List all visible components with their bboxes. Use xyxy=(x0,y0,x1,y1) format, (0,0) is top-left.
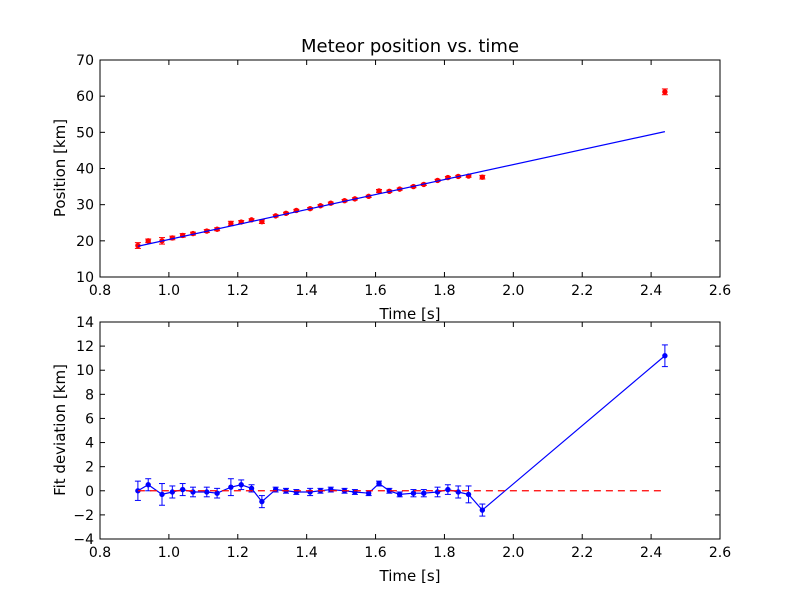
y-tick-label: 12 xyxy=(76,339,94,355)
data-point xyxy=(479,507,486,513)
data-point xyxy=(445,486,451,493)
y-tick-label: −4 xyxy=(73,532,94,548)
data-point xyxy=(376,188,382,194)
x-tick-label: 2.4 xyxy=(640,283,662,299)
deviation-plot-xlabel: Time [s] xyxy=(379,567,441,585)
y-tick-label: 2 xyxy=(85,460,94,476)
x-tick-label: 2.6 xyxy=(709,283,731,299)
y-tick-label: 60 xyxy=(76,89,94,105)
deviation-plot-ticks: 0.8 1.0 1.2 1.4 1.6 1.8 2.0 2.2 2.4 2.6 −4 −2 0 2 4 6 8 1… xyxy=(73,315,731,561)
y-tick-label: 20 xyxy=(76,234,94,250)
x-tick-label: 1.8 xyxy=(433,545,455,561)
data-point xyxy=(145,238,151,244)
data-point xyxy=(376,480,382,487)
data-point xyxy=(662,89,668,95)
data-point xyxy=(662,353,668,359)
x-tick-label: 2.0 xyxy=(502,545,524,561)
data-point xyxy=(479,174,486,180)
y-tick-label: 40 xyxy=(76,162,94,178)
y-tick-label: 70 xyxy=(76,53,94,69)
y-tick-label: 8 xyxy=(85,387,94,403)
y-tick-label: 10 xyxy=(76,363,94,379)
deviation-plot: 0.8 1.0 1.2 1.4 1.6 1.8 2.0 2.2 2.4 2.6 −4 −2 0 2 4 6 8 1… xyxy=(51,315,731,585)
y-tick-label: 10 xyxy=(76,270,94,286)
y-tick-label: 0 xyxy=(85,484,94,500)
data-point xyxy=(169,489,176,495)
data-point xyxy=(396,491,403,498)
x-tick-label: 1.6 xyxy=(364,545,386,561)
x-tick-label: 0.8 xyxy=(89,283,111,299)
x-tick-label: 2.6 xyxy=(709,545,731,561)
deviation-plot-frame xyxy=(99,321,721,540)
data-point xyxy=(145,482,151,488)
y-tick-label: 4 xyxy=(85,436,94,452)
data-point xyxy=(455,489,461,495)
data-point xyxy=(204,489,210,495)
position-plot-ylabel: Position [km] xyxy=(51,119,69,217)
y-tick-label: 14 xyxy=(76,315,94,331)
data-point xyxy=(238,482,244,488)
x-tick-label: 2.2 xyxy=(571,283,593,299)
data-point xyxy=(365,490,372,496)
x-tick-label: 1.2 xyxy=(227,283,249,299)
deviation-plot-ylabel: Fit deviation [km] xyxy=(51,364,69,496)
y-tick-label: 50 xyxy=(76,125,94,141)
y-tick-label: 6 xyxy=(85,411,94,427)
x-tick-label: 1.4 xyxy=(296,545,318,561)
x-tick-label: 1.2 xyxy=(227,545,249,561)
x-tick-label: 2.2 xyxy=(571,545,593,561)
y-tick-label: 30 xyxy=(76,198,94,214)
x-tick-label: 1.0 xyxy=(158,283,180,299)
data-point xyxy=(410,490,417,496)
x-tick-label: 1.4 xyxy=(296,283,318,299)
x-tick-label: 2.4 xyxy=(640,545,662,561)
deviation-plot-marks xyxy=(134,344,668,517)
data-point xyxy=(465,491,472,498)
data-point xyxy=(248,485,255,492)
position-plot-title: Meteor position vs. time xyxy=(301,36,519,57)
position-plot: Meteor position vs. time 0.8 1.0 1.2 1.4 1.6… xyxy=(51,36,731,323)
data-point xyxy=(214,490,220,496)
x-tick-label: 1.8 xyxy=(433,283,455,299)
x-tick-label: 0.8 xyxy=(89,545,111,561)
x-tick-label: 2.0 xyxy=(502,283,524,299)
data-point xyxy=(228,220,234,227)
position-plot-marks xyxy=(134,88,668,249)
x-tick-label: 1.0 xyxy=(158,545,180,561)
data-point xyxy=(421,490,427,496)
data-point xyxy=(228,484,234,490)
y-tick-label: −2 xyxy=(73,508,94,524)
position-plot-ticks: 0.8 1.0 1.2 1.4 1.6 1.8 2.0 2.2 2.4 2.6 10 20 30 40 50… xyxy=(76,53,731,299)
x-tick-label: 1.6 xyxy=(364,283,386,299)
fit-line xyxy=(137,131,666,247)
data-point xyxy=(159,491,165,498)
data-point xyxy=(179,486,186,493)
position-plot-xlabel: Time [s] xyxy=(379,305,441,323)
data-point xyxy=(259,498,265,505)
